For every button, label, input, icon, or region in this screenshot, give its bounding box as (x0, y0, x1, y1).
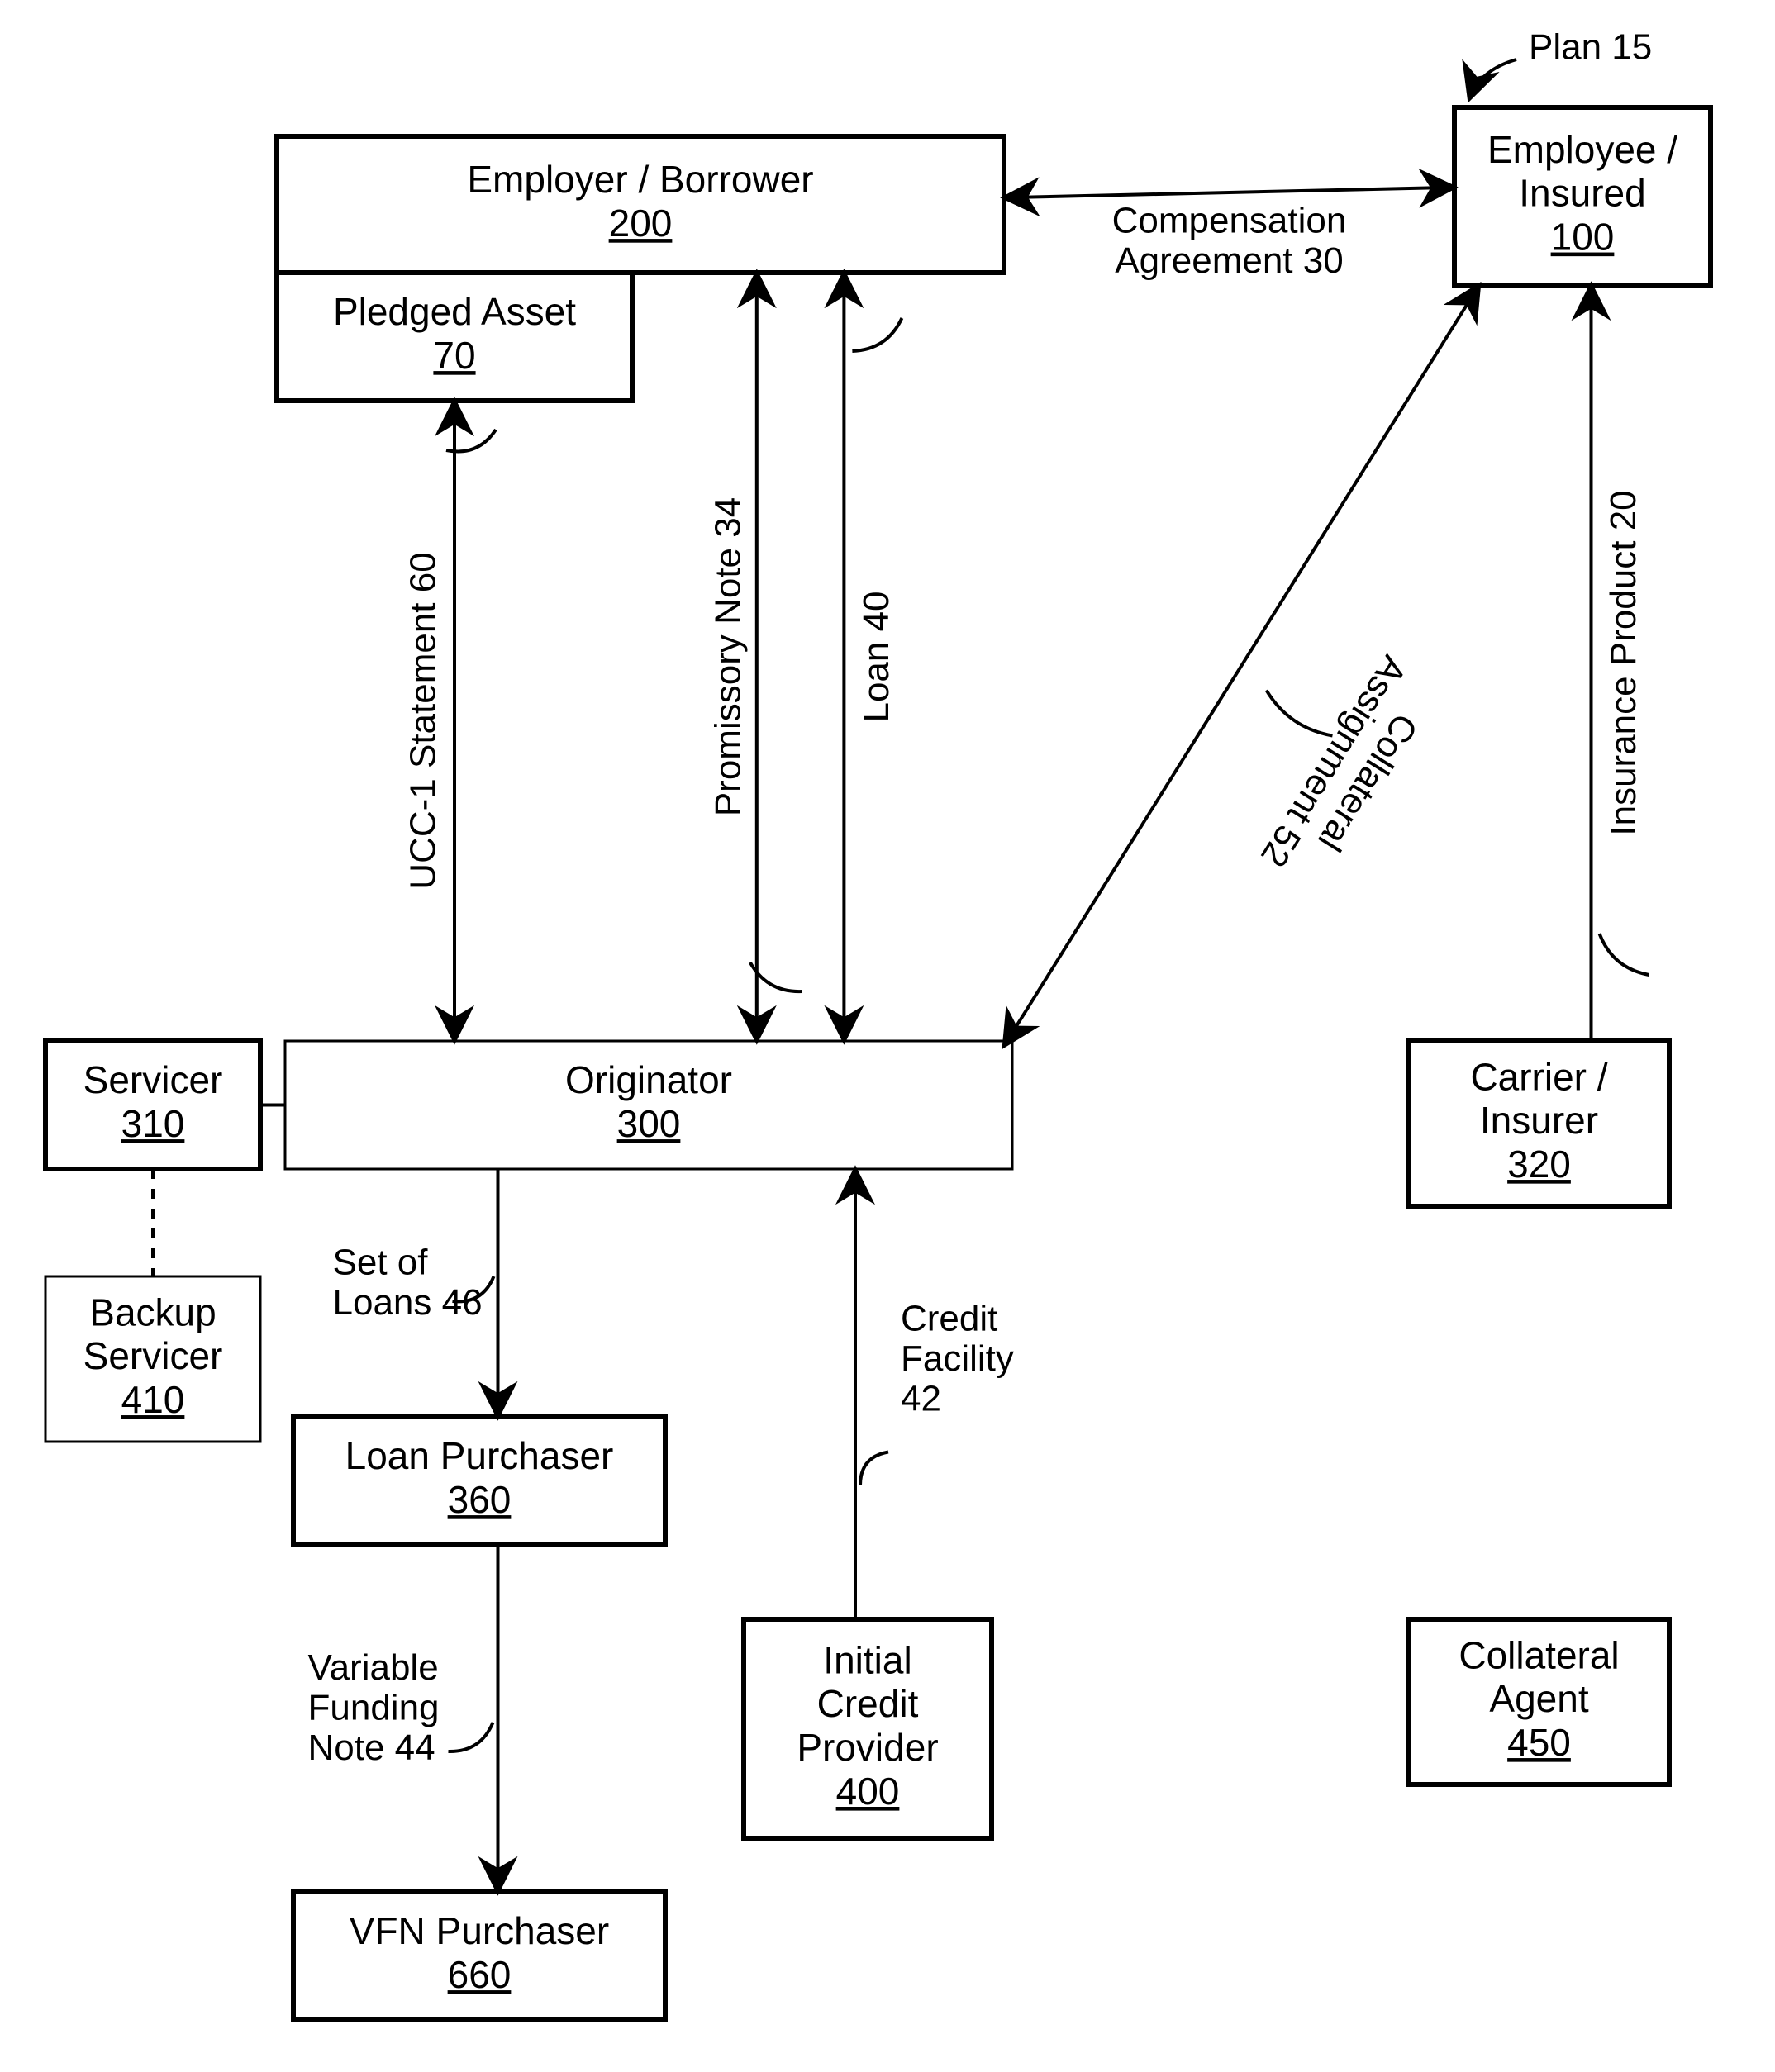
plan-label: Plan 15 (1529, 27, 1652, 68)
edge-label: Note 44 (308, 1727, 435, 1768)
node-label: Backup (89, 1290, 216, 1333)
connector-squiggle (1267, 691, 1333, 736)
node-label: Servicer (83, 1058, 223, 1101)
node-servicer: Servicer310 (45, 1041, 260, 1169)
node-label: Carrier / (1470, 1055, 1607, 1098)
node-employee: Employee /Insured100 (1454, 107, 1711, 285)
node-label: Collateral (1459, 1633, 1619, 1676)
node-label: Provider (797, 1726, 938, 1769)
node-label: Credit (817, 1682, 919, 1725)
connector-squiggle (860, 1452, 888, 1485)
node-label: Insurer (1480, 1099, 1598, 1142)
edge-label: Agreement 30 (1115, 240, 1343, 281)
node-label: Servicer (83, 1334, 223, 1377)
node-ref: 410 (121, 1378, 185, 1421)
node-ref: 360 (448, 1478, 512, 1521)
diagram-canvas: Plan 15Employer / Borrower200Pledged Ass… (0, 0, 1775, 2072)
plan-arrow (1469, 59, 1516, 99)
connector-squiggle (1600, 934, 1649, 975)
node-label: Loan Purchaser (345, 1434, 614, 1477)
edge-label: Set of (333, 1242, 429, 1282)
node-label: Employee / (1487, 128, 1677, 171)
edge-label: Facility (901, 1338, 1014, 1379)
node-ref: 320 (1507, 1143, 1571, 1186)
node-ref: 450 (1507, 1721, 1571, 1764)
node-label: Agent (1489, 1677, 1588, 1720)
edge-label: Credit (901, 1299, 997, 1339)
node-vfnpur: VFN Purchaser660 (293, 1892, 665, 2020)
edge-label: Insurance Product 20 (1603, 490, 1644, 835)
node-originator: Originator300 (285, 1041, 1012, 1169)
node-label: Originator (565, 1058, 732, 1101)
edge-label: Promissory Note 34 (707, 497, 748, 816)
node-loanpur: Loan Purchaser360 (293, 1417, 665, 1545)
node-label: Insured (1519, 172, 1645, 215)
node-label: Pledged Asset (333, 290, 576, 333)
node-ref: 400 (836, 1770, 900, 1813)
node-ref: 660 (448, 1953, 512, 1996)
node-label: Initial (823, 1638, 911, 1681)
edge-label: UCC-1 Statement 60 (403, 552, 444, 889)
edge-label: Variable (308, 1647, 439, 1688)
node-label: Employer / Borrower (467, 158, 813, 201)
node-ref: 100 (1551, 216, 1615, 259)
connector-squiggle (449, 1723, 493, 1751)
edge-label: 42 (901, 1379, 941, 1419)
node-carrier: Carrier /Insurer320 (1409, 1041, 1669, 1206)
edge-label: Funding (308, 1688, 440, 1728)
node-employer: Employer / Borrower200 (277, 136, 1004, 273)
node-pledged: Pledged Asset70 (277, 273, 632, 401)
node-ref: 310 (121, 1102, 185, 1145)
node-ref: 200 (609, 202, 673, 245)
node-ref: 70 (433, 334, 475, 377)
node-label: VFN Purchaser (350, 1909, 609, 1952)
node-initcred: InitialCreditProvider400 (744, 1619, 992, 1838)
node-backup: BackupServicer410 (45, 1276, 260, 1442)
node-collagent: CollateralAgent450 (1409, 1619, 1669, 1784)
edge-label: Loan 40 (856, 591, 897, 722)
edge (1004, 188, 1454, 198)
connector-squiggle (852, 318, 902, 351)
edge-label: Compensation (1112, 201, 1347, 241)
node-ref: 300 (617, 1102, 681, 1145)
